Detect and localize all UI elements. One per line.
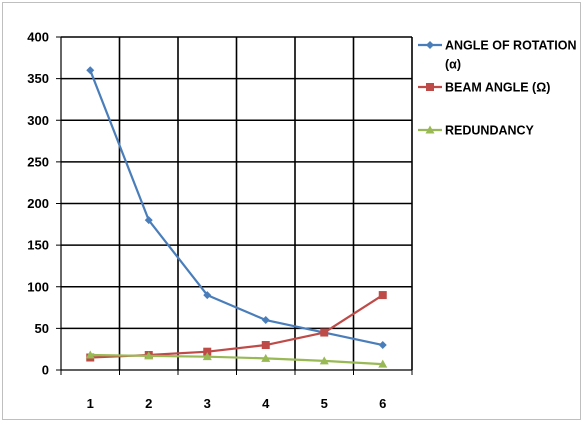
y-tick-label: 100 — [27, 279, 49, 294]
x-tick-label: 4 — [262, 396, 270, 411]
legend-angle-of-rotation-label: ANGLE OF ROTATION — [445, 39, 576, 53]
angle-of-rotation-point — [378, 341, 387, 350]
x-tick-label: 5 — [321, 396, 328, 411]
y-tick-label: 250 — [27, 154, 49, 169]
redundancy-point — [85, 350, 95, 359]
angle-of-rotation-line — [89, 69, 383, 347]
series-lines — [85, 66, 388, 368]
y-tick-label: 200 — [27, 196, 49, 211]
x-tick-label: 2 — [145, 396, 152, 411]
y-tick-label: 50 — [35, 321, 49, 336]
legend: ANGLE OF ROTATION (α) BEAM ANGLE (Ω) REDUND… — [418, 39, 576, 138]
x-tick-label: 3 — [204, 396, 211, 411]
beam-angle-point — [320, 328, 329, 337]
y-tick-label: 300 — [27, 113, 49, 128]
angle-of-rotation-point — [144, 216, 153, 225]
legend-beam-angle-marker — [426, 83, 434, 91]
beam-angle-point — [378, 291, 387, 300]
angle-of-rotation-point — [203, 291, 212, 300]
redundancy-point — [261, 353, 271, 362]
angle-of-rotation-point — [86, 66, 95, 75]
x-tick-labels: 1 2 3 4 5 6 — [87, 396, 387, 411]
axes — [56, 36, 413, 375]
angle-of-rotation-point — [261, 316, 270, 325]
legend-angle-of-rotation-marker — [426, 41, 434, 49]
legend-redundancy-marker — [425, 125, 435, 134]
y-tick-label: 150 — [27, 238, 49, 253]
legend-beam-angle-label: BEAM ANGLE (Ω) — [445, 81, 550, 95]
y-tick-label: 400 — [27, 30, 49, 45]
legend-redundancy-label: REDUNDANCY — [445, 124, 535, 138]
redundancy-line — [90, 353, 383, 366]
redundancy-point — [378, 359, 388, 368]
redundancy-point — [319, 356, 329, 365]
chart-frame — [2, 2, 581, 420]
legend-angle-of-rotation-label: (α) — [445, 58, 461, 72]
y-tick-label: 0 — [42, 363, 49, 378]
y-tick-label: 350 — [27, 71, 49, 86]
gridlines — [61, 36, 413, 370]
beam-angle-point — [261, 341, 270, 350]
redundancy-point — [202, 352, 212, 361]
y-tick-labels: 0 50 100 150 200 250 300 350 400 — [27, 30, 49, 378]
beam-angle-point — [203, 347, 212, 356]
redundancy-point — [144, 351, 154, 360]
x-tick-label: 1 — [87, 396, 94, 411]
x-tick-label: 6 — [379, 396, 386, 411]
